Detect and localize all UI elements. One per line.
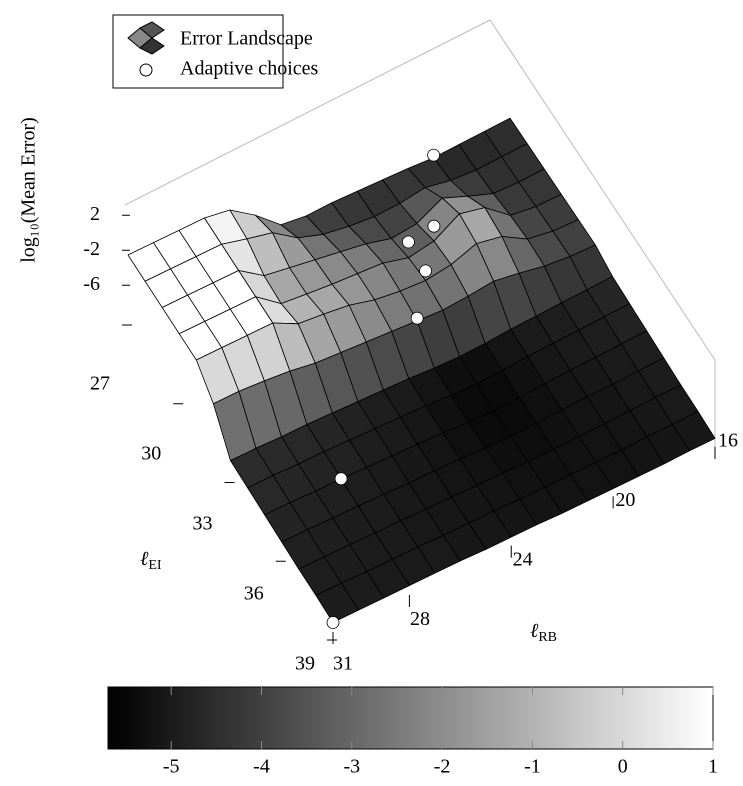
x-tick-label: 31 [333, 653, 353, 675]
legend-label: Adaptive choices [180, 58, 318, 80]
z-axis-label: log₁₀(Mean Error) [18, 117, 40, 263]
colorbar-ticks: -5 -4 -3 -2 -1 0 1 [163, 687, 718, 778]
x-tick-label: 24 [513, 549, 533, 571]
surface [127, 117, 716, 623]
adaptive-point [326, 616, 340, 629]
adaptive-point [427, 219, 441, 233]
y-axis-sub: EI [148, 558, 162, 573]
adaptive-point [402, 235, 415, 249]
axis-box [124, 19, 716, 455]
colorbar-tick-label: -3 [343, 756, 360, 778]
y-tick-label: 27 [90, 373, 110, 395]
y-axis-label: ℓEI [140, 548, 162, 574]
points [326, 148, 441, 629]
colorbar-tick-label: 0 [618, 756, 628, 778]
colorbar-tick-label: -2 [434, 756, 451, 778]
legend-icon [139, 21, 165, 39]
x-tick-label: 16 [718, 430, 738, 452]
z-tick-label: -2 [83, 238, 100, 260]
legend-marker [139, 63, 153, 77]
y-tick-label: 36 [244, 583, 264, 605]
y-axis-symbol: ℓ [140, 548, 149, 570]
adaptive-point [419, 264, 432, 278]
legend-label: Error Landscape [180, 28, 313, 50]
legend: Error Landscape Adaptive choices [112, 14, 318, 89]
legend-icon [139, 37, 165, 55]
adaptive-point [334, 472, 348, 486]
colorbar-tick-label: 1 [708, 756, 718, 778]
x-axis-symbol: ℓ [530, 620, 539, 642]
y-tick-label: 30 [141, 443, 161, 465]
colorbar-tick-label: -4 [253, 756, 270, 778]
colorbar [107, 686, 714, 750]
x-tick-label: 20 [615, 489, 635, 511]
x-axis-label: ℓRB [530, 620, 557, 646]
colorbar-tick-label: -1 [524, 756, 541, 778]
x-tick-label: 28 [410, 608, 430, 630]
x-axis-sub: RB [538, 630, 557, 645]
z-tick-label: -6 [83, 273, 100, 295]
adaptive-point [410, 311, 424, 325]
colorbar-tick-label: -5 [163, 756, 180, 778]
z-tick-label: 2 [90, 203, 100, 225]
y-tick-label: 33 [193, 513, 213, 535]
adaptive-point [427, 148, 441, 162]
y-tick-label: 39 [295, 653, 315, 675]
